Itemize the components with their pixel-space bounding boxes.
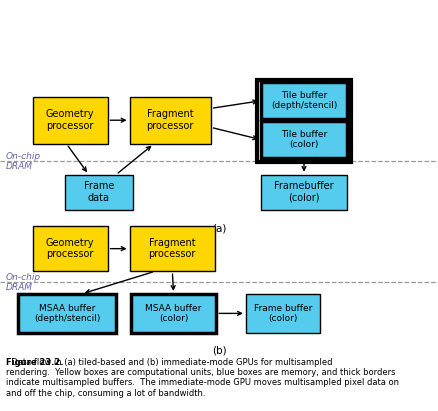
Text: Framebuffer
(color): Framebuffer (color) bbox=[274, 181, 333, 203]
Text: Tile buffer
(color): Tile buffer (color) bbox=[280, 130, 326, 150]
Text: Fragment
processor: Fragment processor bbox=[148, 238, 195, 259]
FancyBboxPatch shape bbox=[33, 226, 107, 271]
Text: Frame buffer
(color): Frame buffer (color) bbox=[254, 304, 311, 323]
Text: Data flow in (a) tiled-based and (b) immediate-mode GPUs for multisampled
render: Data flow in (a) tiled-based and (b) imm… bbox=[6, 358, 398, 398]
FancyBboxPatch shape bbox=[261, 175, 346, 210]
Text: Figure 23.2.: Figure 23.2. bbox=[6, 358, 63, 367]
Text: Tile buffer
(depth/stencil): Tile buffer (depth/stencil) bbox=[270, 91, 336, 111]
FancyBboxPatch shape bbox=[131, 294, 216, 333]
FancyBboxPatch shape bbox=[129, 226, 215, 271]
Text: Fragment
processor: Fragment processor bbox=[146, 109, 193, 131]
Text: Frame
data: Frame data bbox=[84, 181, 114, 203]
FancyBboxPatch shape bbox=[33, 97, 107, 144]
Text: MSAA buffer
(color): MSAA buffer (color) bbox=[145, 304, 201, 323]
FancyBboxPatch shape bbox=[65, 175, 133, 210]
FancyBboxPatch shape bbox=[261, 121, 346, 158]
Text: On-chip: On-chip bbox=[6, 273, 41, 282]
Text: (a): (a) bbox=[212, 224, 226, 234]
FancyBboxPatch shape bbox=[261, 82, 346, 119]
Text: Geometry
processor: Geometry processor bbox=[46, 238, 94, 259]
Text: DRAM: DRAM bbox=[6, 162, 33, 171]
FancyBboxPatch shape bbox=[129, 97, 210, 144]
Text: (b): (b) bbox=[212, 345, 226, 355]
Text: MSAA buffer
(depth/stencil): MSAA buffer (depth/stencil) bbox=[34, 304, 100, 323]
Text: Geometry
processor: Geometry processor bbox=[46, 109, 94, 131]
FancyBboxPatch shape bbox=[245, 294, 320, 333]
FancyBboxPatch shape bbox=[18, 294, 116, 333]
Text: DRAM: DRAM bbox=[6, 283, 33, 292]
Text: On-chip: On-chip bbox=[6, 152, 41, 161]
